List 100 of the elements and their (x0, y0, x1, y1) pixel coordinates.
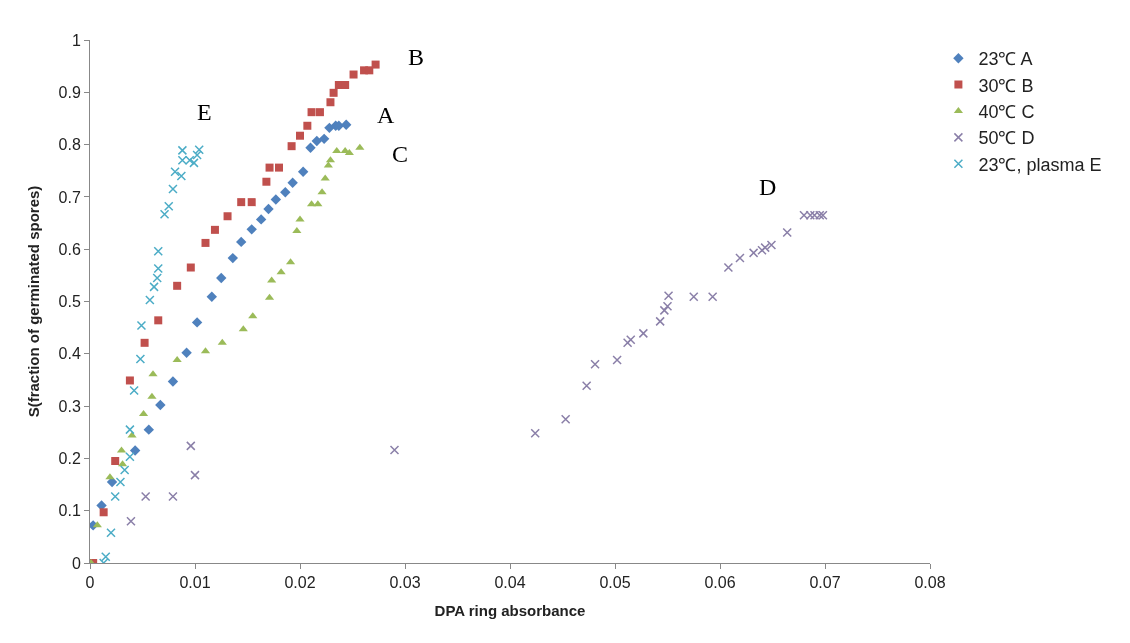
point (136, 320, 147, 331)
point (707, 292, 718, 302)
point (349, 70, 358, 79)
point (140, 491, 151, 502)
point (365, 66, 374, 75)
point (689, 292, 699, 302)
point (189, 158, 199, 168)
point (170, 167, 180, 177)
point (318, 133, 330, 145)
point (663, 291, 674, 301)
point (129, 385, 139, 396)
point (111, 457, 120, 466)
point (287, 142, 296, 151)
annotation: A (377, 102, 395, 128)
y-tick-label: 0.1 (58, 502, 81, 520)
point (125, 424, 135, 435)
point (106, 527, 116, 538)
point (194, 145, 204, 155)
x-tick-label: 0.07 (809, 574, 841, 592)
point (172, 356, 182, 363)
y-tick-label: 0.7 (58, 188, 81, 206)
point (323, 161, 333, 168)
x-tick-label: 0.08 (914, 574, 946, 592)
point (530, 428, 540, 439)
point (275, 163, 283, 172)
point (190, 470, 200, 480)
point (341, 119, 352, 130)
point (153, 246, 163, 257)
point (201, 238, 210, 247)
point (263, 203, 274, 215)
point (581, 380, 592, 391)
legend-label: 23℃ A (978, 49, 1033, 70)
y-tick-label: 0.3 (58, 397, 81, 415)
point (329, 88, 338, 97)
point (389, 445, 400, 455)
point (147, 392, 157, 399)
point (287, 177, 298, 188)
point (168, 491, 178, 502)
y-tick-label: 0.5 (58, 293, 81, 311)
point (153, 263, 163, 274)
point (626, 334, 636, 345)
point (622, 338, 633, 348)
y-tick-label: 0 (71, 554, 81, 572)
point (173, 281, 182, 290)
point (638, 328, 649, 339)
point (320, 174, 330, 181)
x-tick-label: 0.01 (179, 574, 211, 592)
point (210, 225, 219, 234)
annotation: D (759, 174, 777, 200)
y-axis-title: S(fraction of germinated spores) (24, 185, 42, 418)
point (292, 226, 302, 233)
point (662, 301, 673, 311)
point (612, 355, 622, 365)
x-tick-label: 0.06 (704, 574, 736, 592)
point (270, 194, 282, 205)
point (101, 551, 111, 562)
point (135, 354, 146, 364)
point (280, 186, 291, 198)
point (723, 262, 734, 273)
y-tick-label: 0.9 (58, 83, 81, 101)
point (296, 131, 304, 140)
point (332, 146, 342, 153)
point (186, 441, 196, 451)
point (186, 263, 195, 272)
y-tick-label: 0.8 (58, 136, 81, 154)
point (176, 171, 187, 181)
point (307, 108, 316, 117)
point (110, 491, 120, 502)
point (246, 224, 257, 235)
point (735, 253, 745, 263)
point (168, 184, 178, 194)
point (317, 188, 327, 195)
point (265, 163, 274, 172)
x-tick-label: 0.05 (599, 574, 631, 592)
x-tick-label: 0.04 (494, 574, 526, 592)
point (152, 273, 162, 283)
point (326, 98, 335, 107)
point (311, 135, 322, 147)
point (148, 370, 158, 377)
point (267, 276, 277, 283)
point (237, 198, 246, 207)
point (99, 508, 108, 517)
point (782, 227, 792, 238)
point (341, 80, 350, 89)
point (125, 376, 134, 385)
point (217, 338, 227, 345)
point (143, 424, 154, 435)
point (247, 198, 256, 207)
y-tick-label: 0.2 (58, 450, 81, 467)
x-tick-label: 0.03 (389, 574, 421, 592)
point (315, 108, 324, 117)
point (236, 236, 247, 248)
y-tick-label: 0.4 (58, 345, 81, 363)
point (371, 60, 380, 69)
point (191, 317, 203, 328)
point (119, 465, 130, 475)
point (216, 272, 227, 284)
y-tick-label: 1 (71, 31, 81, 49)
point (344, 148, 354, 155)
point (297, 166, 309, 177)
